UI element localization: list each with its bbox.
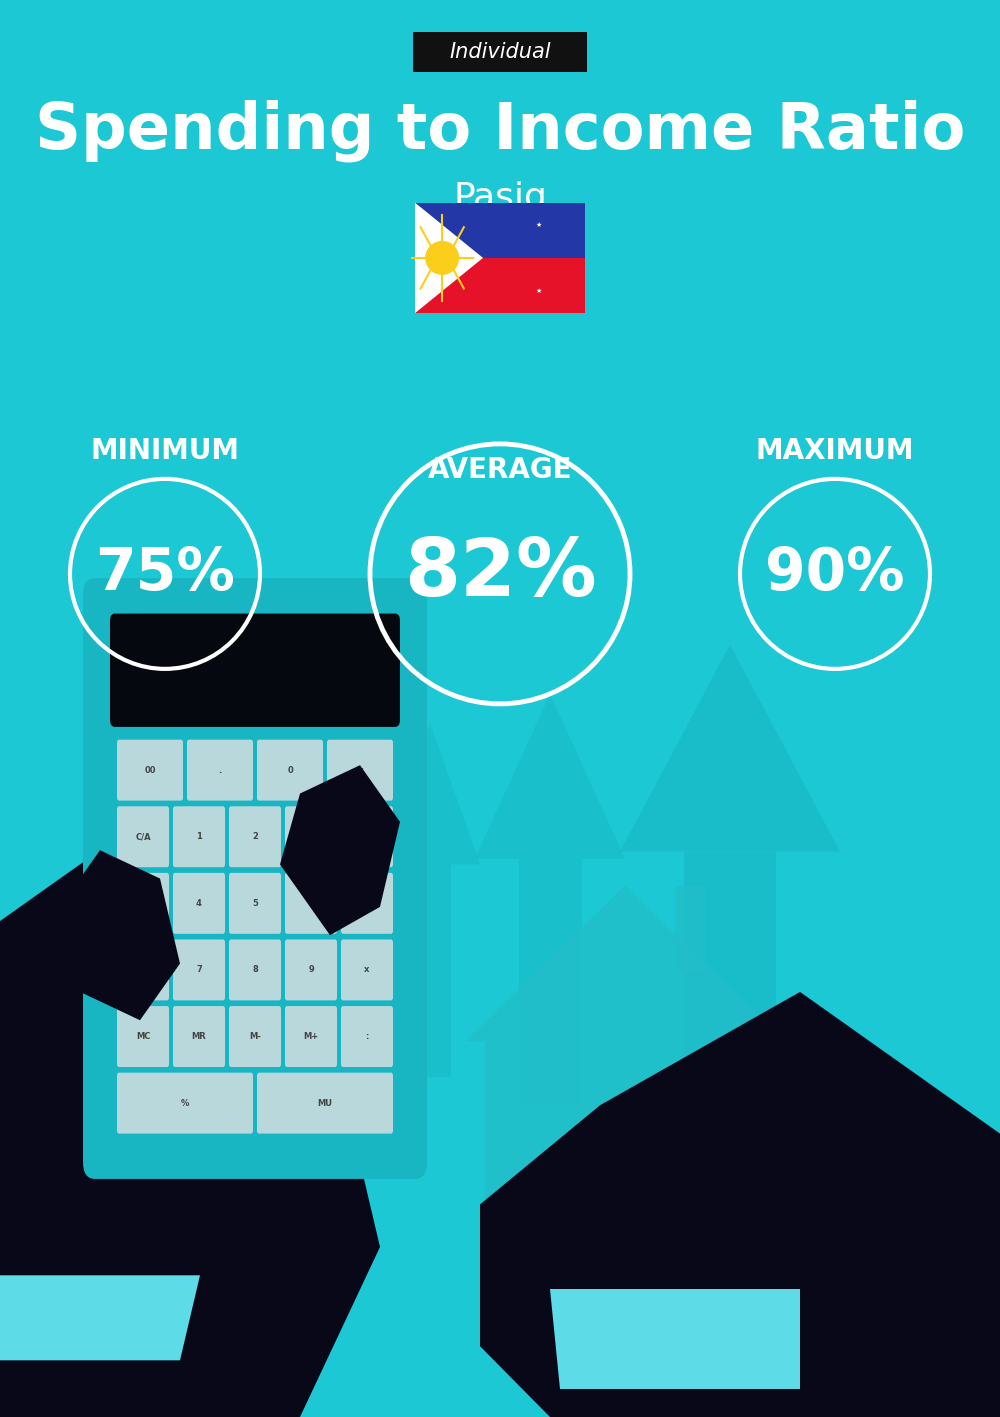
FancyBboxPatch shape xyxy=(173,939,225,1000)
Bar xyxy=(830,1104,860,1139)
Polygon shape xyxy=(0,1275,200,1360)
Text: 5: 5 xyxy=(252,898,258,908)
Polygon shape xyxy=(475,694,625,859)
Text: $: $ xyxy=(912,1243,928,1265)
FancyBboxPatch shape xyxy=(187,740,253,801)
Text: =: = xyxy=(357,765,364,775)
Polygon shape xyxy=(480,992,1000,1417)
FancyBboxPatch shape xyxy=(341,873,393,934)
Text: 90%: 90% xyxy=(765,546,905,602)
Text: $: $ xyxy=(834,1212,856,1240)
FancyBboxPatch shape xyxy=(341,939,393,1000)
FancyBboxPatch shape xyxy=(117,873,169,934)
Polygon shape xyxy=(620,645,840,852)
FancyBboxPatch shape xyxy=(327,740,393,801)
Text: %: % xyxy=(181,1098,189,1108)
Polygon shape xyxy=(60,850,180,1020)
Text: 6: 6 xyxy=(308,898,314,908)
FancyBboxPatch shape xyxy=(117,939,169,1000)
Polygon shape xyxy=(415,203,483,313)
FancyBboxPatch shape xyxy=(83,578,427,1179)
Ellipse shape xyxy=(862,1173,978,1306)
FancyBboxPatch shape xyxy=(229,939,281,1000)
FancyBboxPatch shape xyxy=(341,1006,393,1067)
FancyBboxPatch shape xyxy=(285,1006,337,1067)
Text: M-: M- xyxy=(249,1032,261,1041)
Polygon shape xyxy=(519,859,582,1105)
FancyBboxPatch shape xyxy=(257,1073,393,1134)
Polygon shape xyxy=(550,1289,800,1389)
Polygon shape xyxy=(380,723,480,864)
Text: C/A: C/A xyxy=(135,832,151,842)
Text: 3: 3 xyxy=(308,832,314,842)
Text: MINIMUM: MINIMUM xyxy=(90,436,240,465)
FancyBboxPatch shape xyxy=(110,614,400,727)
FancyBboxPatch shape xyxy=(285,873,337,934)
Text: Individual: Individual xyxy=(449,41,551,62)
FancyBboxPatch shape xyxy=(229,1006,281,1067)
Polygon shape xyxy=(0,850,380,1417)
Text: -: - xyxy=(365,898,369,908)
Text: MR: MR xyxy=(192,1032,206,1041)
Polygon shape xyxy=(409,864,451,1077)
Text: MU: MU xyxy=(318,1098,332,1108)
Text: 1: 1 xyxy=(196,832,202,842)
Text: 0: 0 xyxy=(287,765,293,775)
Text: 2: 2 xyxy=(252,832,258,842)
Polygon shape xyxy=(415,203,585,313)
Ellipse shape xyxy=(425,241,459,275)
Text: .: . xyxy=(218,765,222,775)
Text: :: : xyxy=(365,1032,369,1041)
FancyBboxPatch shape xyxy=(413,31,587,71)
Text: ★: ★ xyxy=(535,221,541,228)
Bar xyxy=(730,1229,860,1243)
Polygon shape xyxy=(415,203,585,258)
Text: Pasig: Pasig xyxy=(453,181,547,215)
Bar xyxy=(675,887,705,972)
FancyBboxPatch shape xyxy=(229,873,281,934)
FancyBboxPatch shape xyxy=(173,1006,225,1067)
FancyBboxPatch shape xyxy=(117,806,169,867)
Bar xyxy=(730,1169,860,1183)
Text: Spending to Income Ratio: Spending to Income Ratio xyxy=(35,99,965,162)
Text: 8: 8 xyxy=(252,965,258,975)
Text: +/-: +/- xyxy=(136,965,150,975)
Text: MC: MC xyxy=(136,1032,150,1041)
Text: 82%: 82% xyxy=(404,534,596,614)
FancyBboxPatch shape xyxy=(229,806,281,867)
FancyBboxPatch shape xyxy=(285,939,337,1000)
Polygon shape xyxy=(485,1041,765,1282)
Text: 7: 7 xyxy=(196,965,202,975)
Polygon shape xyxy=(280,765,400,935)
Polygon shape xyxy=(465,886,785,1041)
Bar xyxy=(730,1209,860,1223)
Polygon shape xyxy=(684,852,776,1162)
Text: MAXIMUM: MAXIMUM xyxy=(756,436,914,465)
Text: +: + xyxy=(364,832,371,842)
FancyBboxPatch shape xyxy=(285,806,337,867)
Text: 00: 00 xyxy=(144,765,156,775)
FancyBboxPatch shape xyxy=(173,806,225,867)
FancyBboxPatch shape xyxy=(117,740,183,801)
FancyBboxPatch shape xyxy=(117,1006,169,1067)
Text: AVERAGE: AVERAGE xyxy=(428,456,572,485)
Text: 75%: 75% xyxy=(95,546,235,602)
Bar xyxy=(730,1268,860,1282)
FancyBboxPatch shape xyxy=(257,740,323,801)
Bar xyxy=(730,1248,860,1263)
FancyBboxPatch shape xyxy=(341,806,393,867)
Text: 9: 9 xyxy=(308,965,314,975)
Bar xyxy=(730,1189,860,1203)
Text: x: x xyxy=(364,965,370,975)
Text: ★: ★ xyxy=(535,288,541,295)
Bar xyxy=(908,1159,932,1187)
FancyBboxPatch shape xyxy=(117,1073,253,1134)
Ellipse shape xyxy=(770,1125,920,1298)
FancyBboxPatch shape xyxy=(173,873,225,934)
Text: ▶: ▶ xyxy=(140,898,146,908)
Bar xyxy=(598,1141,652,1282)
Polygon shape xyxy=(415,258,585,313)
Text: M+: M+ xyxy=(303,1032,319,1041)
Text: 4: 4 xyxy=(196,898,202,908)
